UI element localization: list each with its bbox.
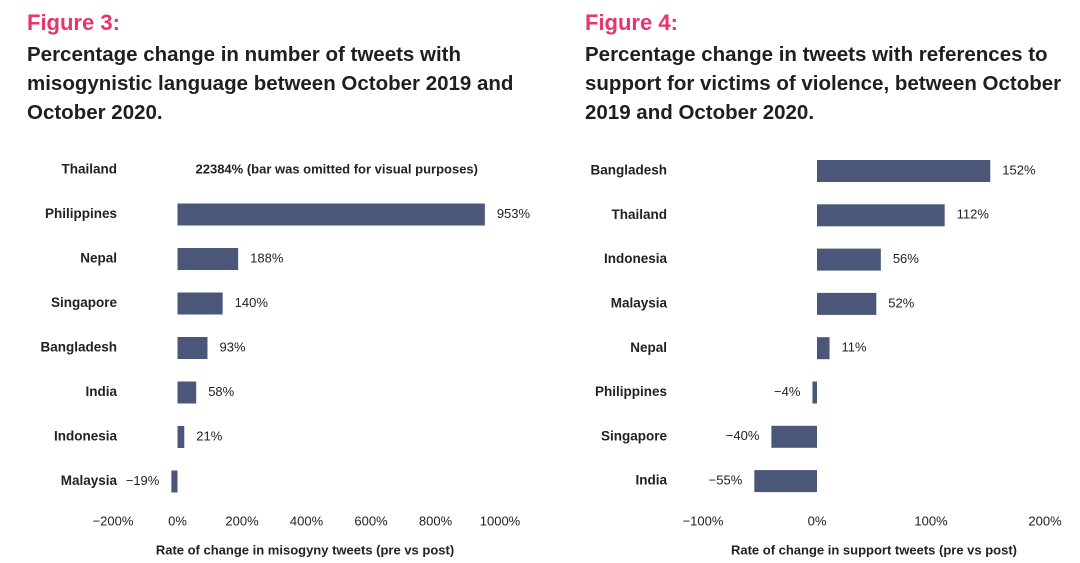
bar [177,248,239,270]
bar [177,381,197,404]
value-label: 21% [196,428,222,443]
bar [817,292,877,315]
x-tick-label: 0% [808,513,827,528]
bar [177,203,485,226]
value-label: 188% [250,250,284,265]
value-label: 140% [235,295,269,310]
x-axis-label: Rate of change in support tweets (pre vs… [731,542,1017,557]
x-tick-label: 1000% [480,513,521,528]
bar [817,204,945,227]
value-label: 93% [219,339,245,354]
x-tick-label: 100% [914,513,948,528]
category-label: Nepal [80,251,117,266]
bar [171,470,178,493]
category-label: Philippines [595,384,667,399]
category-label: Indonesia [54,429,118,444]
value-label: 58% [208,384,234,399]
x-tick-label: 200% [1028,513,1062,528]
figure-title: Figure 4: [585,10,678,35]
bar [817,337,830,360]
figure-title: Figure 3: [27,10,120,35]
value-label: −55% [709,473,743,488]
x-tick-label: −100% [683,513,724,528]
bar [817,248,881,271]
category-label: Bangladesh [40,340,117,355]
category-label: Bangladesh [590,163,667,178]
x-tick-label: −200% [93,513,134,528]
x-tick-label: 200% [225,513,259,528]
value-label: −19% [126,473,160,488]
category-label: India [635,473,667,488]
category-label: Malaysia [611,295,668,310]
bar [754,470,817,493]
category-label: Singapore [601,428,668,443]
x-tick-label: 600% [354,513,388,528]
value-label: 56% [893,251,919,266]
bar [771,425,817,448]
category-label: Philippines [45,206,117,221]
value-label: −4% [774,384,801,399]
bar [177,337,208,359]
figure-subtitle: Percentage change in number of tweets wi… [27,43,514,124]
value-label: −40% [726,428,760,443]
category-label: Thailand [611,207,667,222]
bar [812,381,817,404]
x-tick-label: 400% [290,513,324,528]
bar [177,426,185,448]
value-label: 112% [957,207,990,222]
value-label: 11% [842,340,867,355]
category-label: Nepal [630,340,667,355]
category-label: Singapore [51,295,118,310]
category-label: Thailand [61,162,117,177]
value-label: 52% [888,295,914,310]
category-label: Malaysia [61,473,118,488]
x-tick-label: 800% [419,513,453,528]
bar [817,160,991,182]
category-label: India [85,384,117,399]
value-label: 22384% (bar was omitted for visual purpo… [196,161,478,176]
bar [177,292,223,315]
figure-subtitle: Percentage change in tweets with referen… [585,43,1062,124]
value-label: 152% [1002,162,1036,177]
category-label: Indonesia [604,251,668,266]
value-label: 953% [497,206,531,221]
x-tick-label: 0% [168,513,187,528]
x-axis-label: Rate of change in misogyny tweets (pre v… [156,542,454,557]
